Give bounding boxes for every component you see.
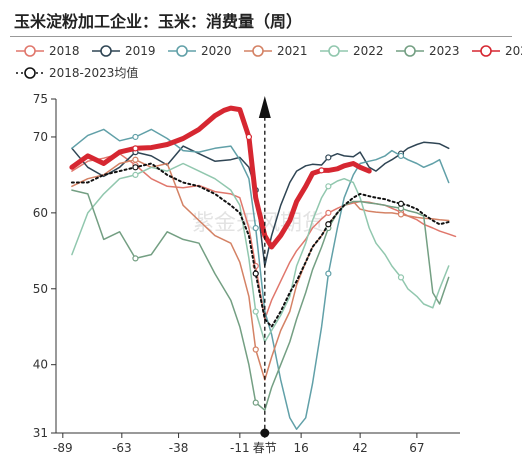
data-point bbox=[132, 164, 139, 171]
arrow-up-icon bbox=[258, 95, 271, 118]
spring-festival-dot bbox=[260, 428, 270, 438]
series-line bbox=[70, 162, 450, 328]
data-point bbox=[132, 156, 139, 163]
legend-label: 2018 bbox=[49, 44, 80, 58]
legend-label: 2021 bbox=[277, 44, 308, 58]
x-tick-label: 春节 bbox=[253, 441, 277, 455]
y-tick-label: 70 bbox=[33, 130, 48, 144]
legend-item[interactable]: 2024 bbox=[472, 44, 522, 58]
data-point bbox=[252, 224, 259, 232]
series-line bbox=[69, 105, 372, 250]
data-point bbox=[252, 270, 259, 277]
x-tick-label: -38 bbox=[169, 441, 189, 455]
data-point bbox=[252, 346, 259, 353]
data-point bbox=[252, 399, 259, 406]
legend-circle-icon bbox=[24, 45, 36, 57]
legend-label: 2024 bbox=[505, 44, 522, 58]
legend-item[interactable]: 2020 bbox=[168, 44, 232, 58]
annotation-layer bbox=[258, 95, 271, 438]
legend-item[interactable]: 2021 bbox=[244, 44, 308, 58]
series-layer bbox=[69, 105, 457, 430]
legend-circle-icon bbox=[404, 45, 416, 57]
data-point bbox=[132, 133, 139, 141]
data-point bbox=[397, 211, 405, 218]
data-point bbox=[325, 183, 332, 190]
y-tick-label: 50 bbox=[33, 282, 48, 296]
data-point bbox=[397, 200, 405, 207]
legend-label: 2023 bbox=[429, 44, 460, 58]
y-tick-label: 40 bbox=[33, 358, 48, 372]
legend-circle-icon bbox=[480, 45, 492, 57]
data-point bbox=[325, 270, 332, 277]
legend-item[interactable]: 2018 bbox=[16, 44, 80, 58]
x-tick-label: 67 bbox=[409, 441, 424, 455]
legend-label: 2019 bbox=[125, 44, 156, 58]
legend-label: 2022 bbox=[353, 44, 384, 58]
data-point bbox=[132, 255, 139, 262]
x-tick-label: -63 bbox=[112, 441, 132, 455]
series-line bbox=[71, 162, 450, 343]
data-point bbox=[325, 221, 332, 228]
y-tick-label: 60 bbox=[33, 206, 48, 220]
x-tick-label: 16 bbox=[293, 441, 308, 455]
legend-label: 2018-2023均值 bbox=[49, 65, 138, 80]
x-tick-label: -11 bbox=[230, 441, 250, 455]
data-point bbox=[245, 133, 253, 141]
x-tick-label: -89 bbox=[53, 441, 73, 455]
x-tick-label: 42 bbox=[352, 441, 367, 455]
data-point bbox=[397, 274, 405, 281]
legend-item[interactable]: 2023 bbox=[396, 44, 460, 58]
chart-legend[interactable]: 2018 2019 2020 2021 2022 2023 2024 2018-2023均值 bbox=[16, 44, 522, 80]
y-tick-label: 75 bbox=[33, 92, 48, 106]
data-point bbox=[132, 171, 139, 179]
data-point bbox=[132, 145, 139, 152]
data-point bbox=[325, 209, 332, 216]
legend-label: 2020 bbox=[201, 44, 232, 58]
legend-item[interactable]: 2019 bbox=[92, 44, 156, 58]
chart-axes: 31 40 50 60 70 75 -89 -63 -38 -11 春节 16 42 67 bbox=[33, 92, 460, 455]
legend-item[interactable]: 2022 bbox=[320, 44, 384, 58]
series-line bbox=[71, 128, 450, 430]
title-divider bbox=[10, 36, 512, 37]
data-point bbox=[397, 152, 405, 160]
legend-item[interactable]: 2018-2023均值 bbox=[16, 65, 138, 80]
legend-circle-icon bbox=[24, 67, 36, 79]
legend-circle-icon bbox=[328, 45, 340, 57]
data-point bbox=[325, 154, 332, 161]
chart-title: 玉米淀粉加工企业：玉米：消费量（周） bbox=[14, 12, 303, 31]
data-point bbox=[318, 167, 325, 174]
legend-circle-icon bbox=[252, 45, 264, 57]
y-tick-label: 31 bbox=[33, 426, 48, 440]
legend-circle-icon bbox=[100, 45, 112, 57]
data-point bbox=[252, 308, 259, 315]
legend-circle-icon bbox=[176, 45, 188, 57]
